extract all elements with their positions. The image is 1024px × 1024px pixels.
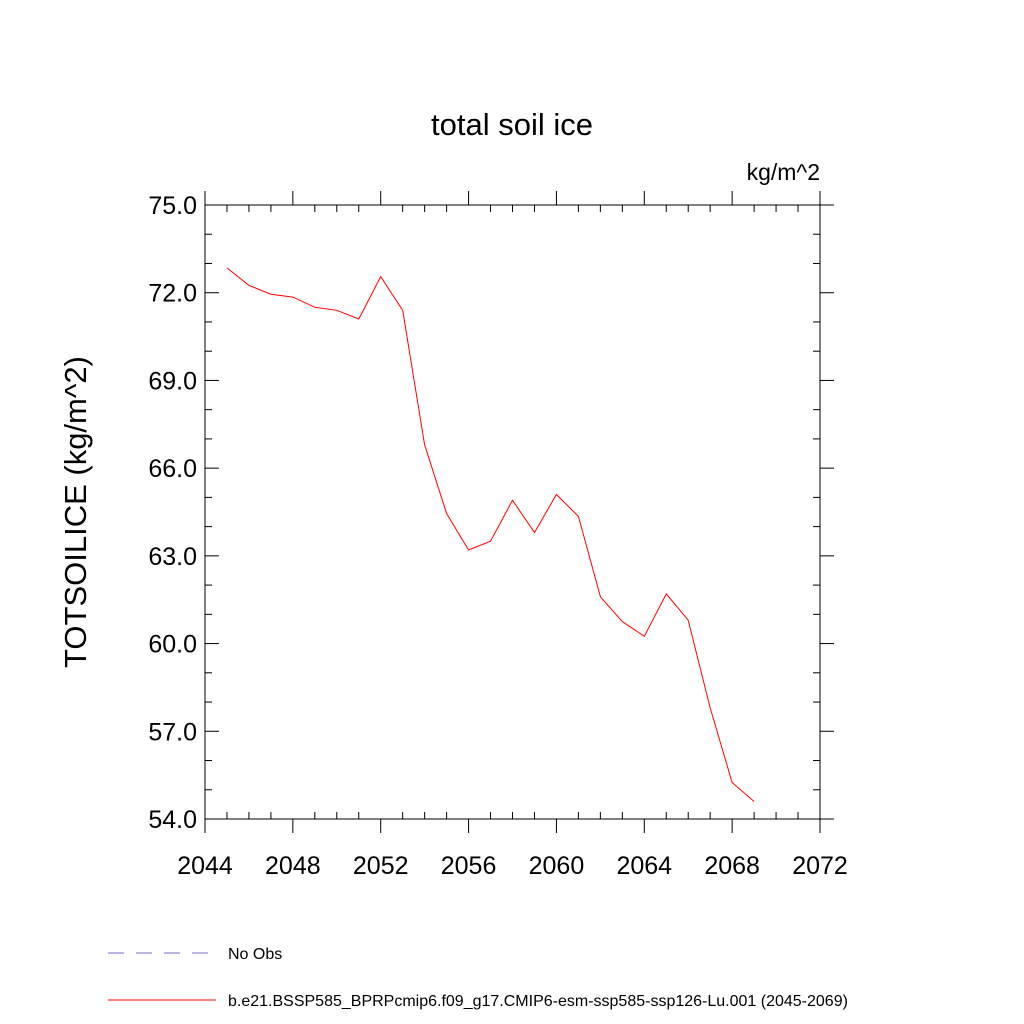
series-layer (226, 267, 755, 802)
plot-frame (204, 204, 821, 820)
x-tick-label: 2048 (265, 852, 321, 880)
legend: No Obs b.e21.BSSP585_BPRPcmip6.f09_g17.C… (108, 946, 848, 1010)
x-tick-label: 2056 (441, 852, 497, 880)
y-tick-label: 72.0 (148, 280, 197, 308)
y-axis-label: TOTSOILICE (kg/m^2) (58, 356, 93, 668)
y-tick-label: 66.0 (148, 455, 197, 483)
y-tick-label: 75.0 (148, 192, 197, 220)
y-tick-label: 60.0 (148, 631, 197, 659)
x-tick-label: 2068 (704, 852, 760, 880)
legend-label-no-obs: No Obs (228, 946, 282, 963)
units-label: kg/m^2 (747, 159, 820, 185)
y-tick-label: 57.0 (148, 718, 197, 746)
x-tick-label: 2052 (353, 852, 409, 880)
y-tick-label: 63.0 (148, 543, 197, 571)
x-tick-label: 2072 (792, 852, 848, 880)
legend-label-model-run: b.e21.BSSP585_BPRPcmip6.f09_g17.CMIP6-es… (228, 993, 848, 1010)
y-tick-label: 54.0 (148, 806, 197, 834)
x-tick-label: 2060 (529, 852, 585, 880)
x-tick-label: 2064 (616, 852, 672, 880)
series-line (226, 267, 755, 802)
chart-title: total soil ice (431, 107, 593, 142)
y-tick-label: 69.0 (148, 367, 197, 395)
axes: 2044 2048 2052 2056 2060 2064 2068 2072 54.0 57.0… (148, 191, 848, 880)
x-tick-label: 2044 (177, 852, 233, 880)
